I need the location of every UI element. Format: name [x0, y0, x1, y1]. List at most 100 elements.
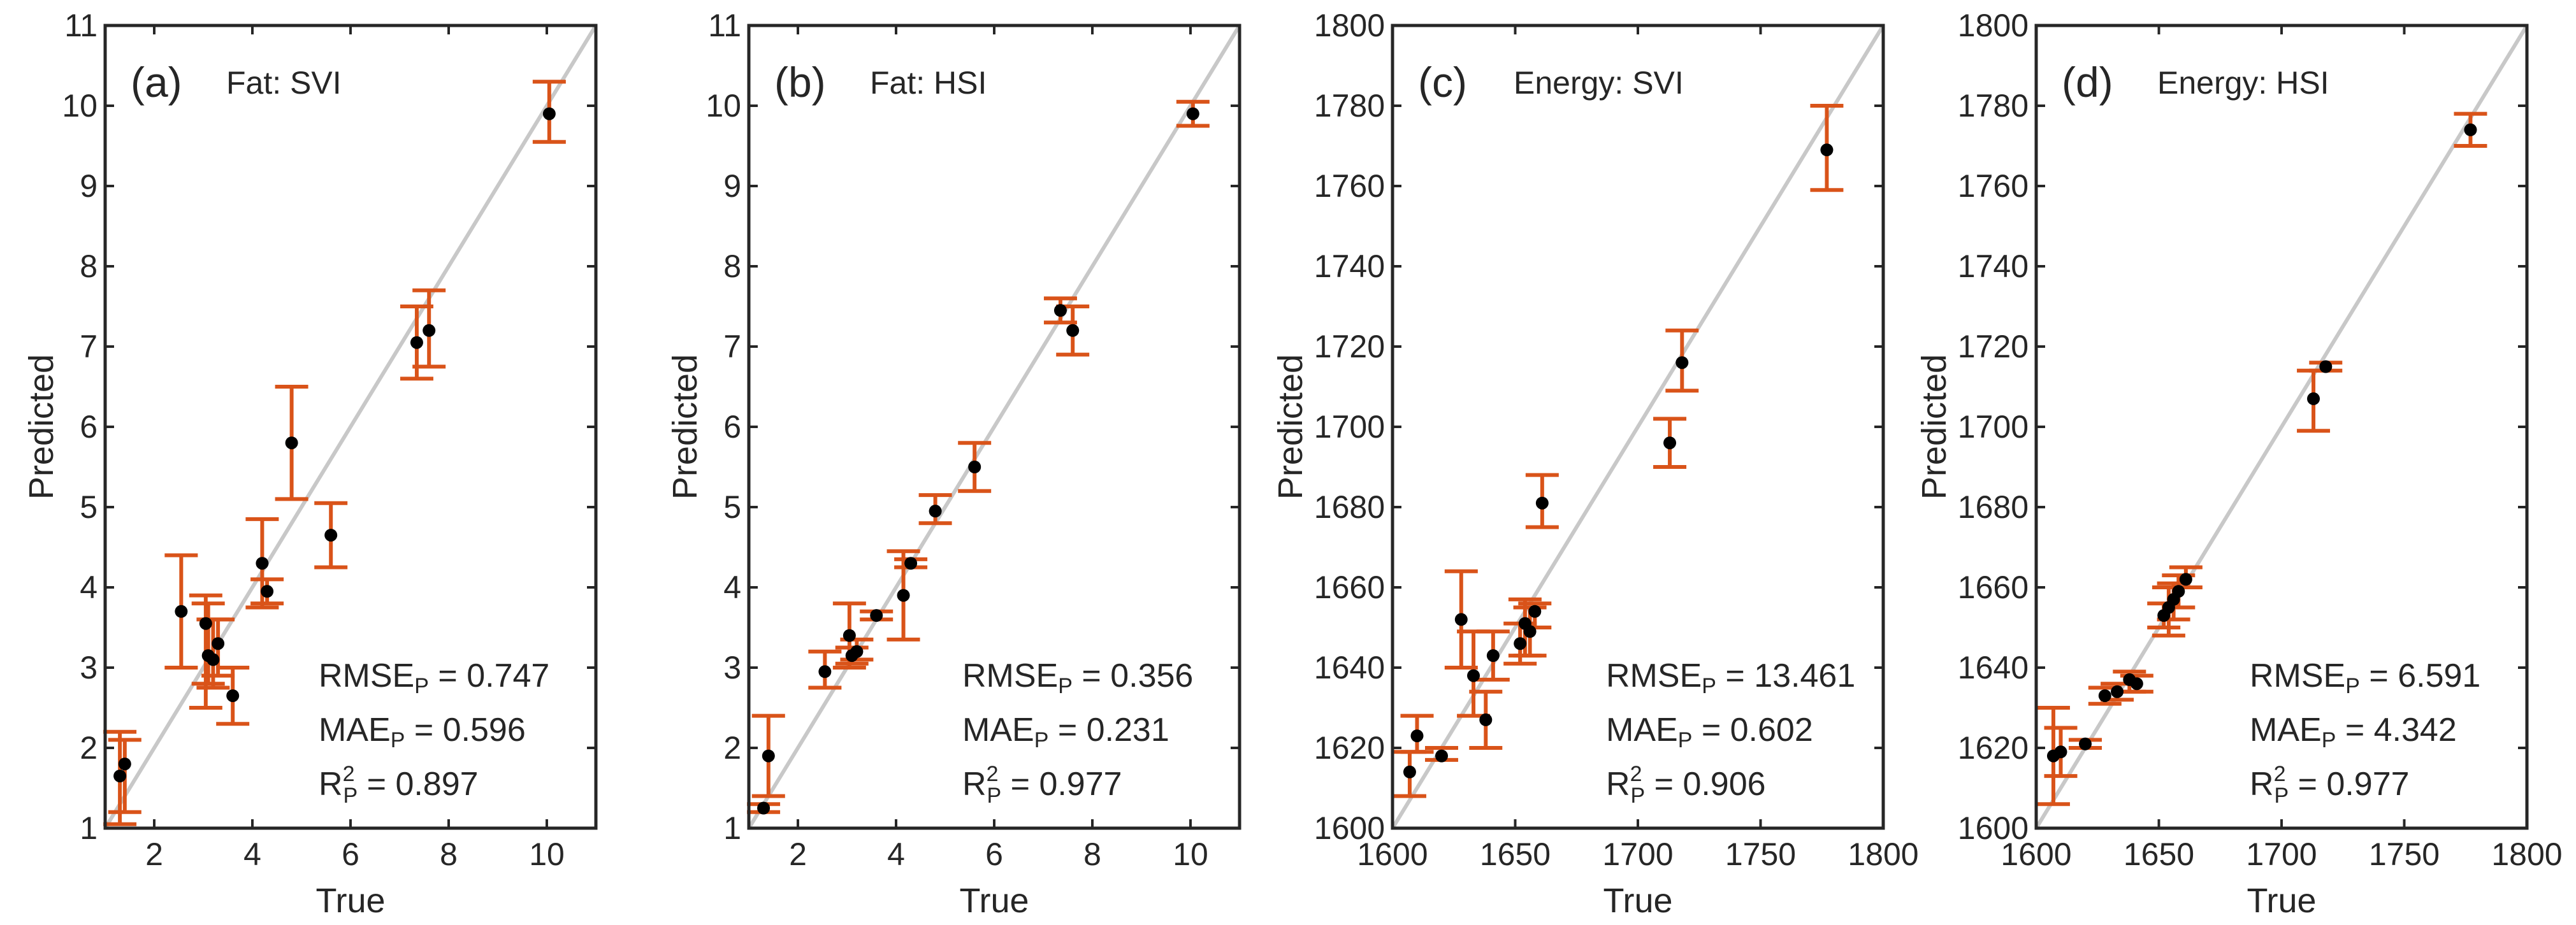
metric-mae-label: MAE: [319, 712, 391, 749]
data-point: [542, 107, 556, 120]
panel-title: Energy: HSI: [2157, 65, 2329, 101]
metric-r2-sub: P: [343, 784, 358, 808]
metric-mae-sub: P: [1034, 728, 1049, 752]
y-tick-label: 1620: [1958, 730, 2029, 766]
data-point: [410, 336, 423, 349]
data-point: [1486, 649, 1500, 663]
metric-r2-label: R: [962, 766, 987, 803]
x-tick-label: 1800: [2491, 836, 2562, 872]
metric-r2-sub: P: [2274, 784, 2289, 808]
metric-mae: MAEP = 0.596: [319, 712, 526, 752]
metric-r2-sub: P: [987, 784, 1001, 808]
metric-mae-eq: =: [1048, 712, 1086, 749]
data-point: [2307, 392, 2320, 405]
panel-tag: (d): [2062, 59, 2113, 106]
metric-mae: MAEP = 4.342: [2250, 712, 2457, 752]
x-tick-label: 1750: [2369, 836, 2440, 872]
data-point: [2098, 689, 2111, 703]
y-tick-label: 1600: [1958, 810, 2029, 846]
data-point: [1479, 713, 1493, 726]
metric-r2-label: R: [1606, 766, 1630, 803]
metric-mae-sub: P: [1678, 728, 1693, 752]
y-tick-label: 1740: [1314, 248, 1385, 284]
metric-mae-value: 0.602: [1730, 712, 1813, 749]
data-point: [850, 645, 864, 658]
metric-r2-value: 0.977: [1039, 766, 1122, 803]
metric-rmse-sub: P: [1058, 674, 1073, 698]
y-tick-label: 10: [706, 88, 741, 124]
data-point: [1053, 304, 1067, 317]
y-tick-label: 1780: [1314, 88, 1385, 124]
data-point: [423, 324, 436, 337]
data-point: [1467, 669, 1480, 682]
metric-r2-value: 0.977: [2326, 766, 2409, 803]
panel-title: Fat: SVI: [226, 65, 342, 101]
metric-r2: R2 P = 0.977: [2250, 762, 2410, 808]
y-tick-label: 4: [723, 570, 741, 605]
x-tick-label: 1700: [2246, 836, 2317, 872]
x-tick-label: 4: [243, 836, 261, 872]
data-point: [1535, 496, 1549, 510]
metric-mae-label: MAE: [962, 712, 1034, 749]
metric-rmse-eq: =: [1716, 657, 1754, 694]
data-point: [261, 585, 274, 598]
x-tick-label: 1750: [1725, 836, 1796, 872]
metric-r2: R2 P = 0.977: [962, 762, 1122, 808]
x-tick-label: 6: [985, 836, 1003, 872]
y-tick-label: 3: [80, 650, 98, 685]
data-point: [904, 557, 918, 570]
metric-rmse-label: RMSE: [1606, 657, 1702, 694]
data-point: [2079, 737, 2092, 750]
metric-mae-label: MAE: [1606, 712, 1678, 749]
data-point: [1403, 765, 1416, 778]
metric-r2-sup: 2: [343, 762, 355, 786]
metric-mae-eq: =: [405, 712, 442, 749]
y-tick-label: 1600: [1314, 810, 1385, 846]
data-point: [2172, 585, 2185, 598]
data-point: [199, 617, 212, 630]
y-tick-label: 1660: [1958, 570, 2029, 605]
y-tick-label: 6: [80, 409, 98, 445]
data-point: [1663, 436, 1677, 450]
x-tick-label: 2: [145, 836, 163, 872]
data-point: [757, 801, 771, 815]
metric-rmse: RMSEP = 0.356: [962, 657, 1193, 698]
metric-rmse-sub: P: [414, 674, 429, 698]
y-tick-label: 8: [723, 248, 741, 284]
data-point: [1514, 637, 1527, 650]
metric-rmse-label: RMSE: [2250, 657, 2345, 694]
data-point: [1435, 749, 1448, 763]
y-tick-label: 10: [62, 88, 98, 124]
x-tick-label: 1650: [1480, 836, 1551, 872]
panel-c: 1600 1650 1700 1750 1800 1600 1620 1640 1660 1680…: [1271, 8, 1919, 920]
data-point: [285, 436, 298, 450]
metric-rmse-eq: =: [429, 657, 467, 694]
x-tick-label: 1600: [2001, 836, 2071, 872]
metric-r2-eq: =: [2289, 766, 2326, 803]
data-point: [113, 770, 127, 783]
data-point: [1186, 107, 1199, 120]
y-tick-label: 11: [64, 8, 98, 43]
y-tick-label: 9: [723, 168, 741, 204]
metric-r2: R2 P = 0.906: [1606, 762, 1766, 808]
metric-mae-value: 0.231: [1087, 712, 1169, 749]
x-axis-label: True: [315, 882, 385, 920]
x-tick-label: 1650: [2124, 836, 2194, 872]
x-tick-label: 1700: [1602, 836, 1673, 872]
metric-r2-sub: P: [1630, 784, 1645, 808]
x-tick-label: 4: [887, 836, 905, 872]
metric-mae-sub: P: [2322, 728, 2336, 752]
x-tick-label: 1600: [1357, 836, 1428, 872]
x-tick-label: 8: [440, 836, 458, 872]
data-point: [118, 757, 131, 771]
data-point: [762, 749, 775, 763]
y-tick-label: 1760: [1314, 168, 1385, 204]
y-tick-label: 1: [723, 810, 741, 846]
data-point: [1410, 729, 1424, 743]
y-tick-label: 1760: [1958, 168, 2029, 204]
